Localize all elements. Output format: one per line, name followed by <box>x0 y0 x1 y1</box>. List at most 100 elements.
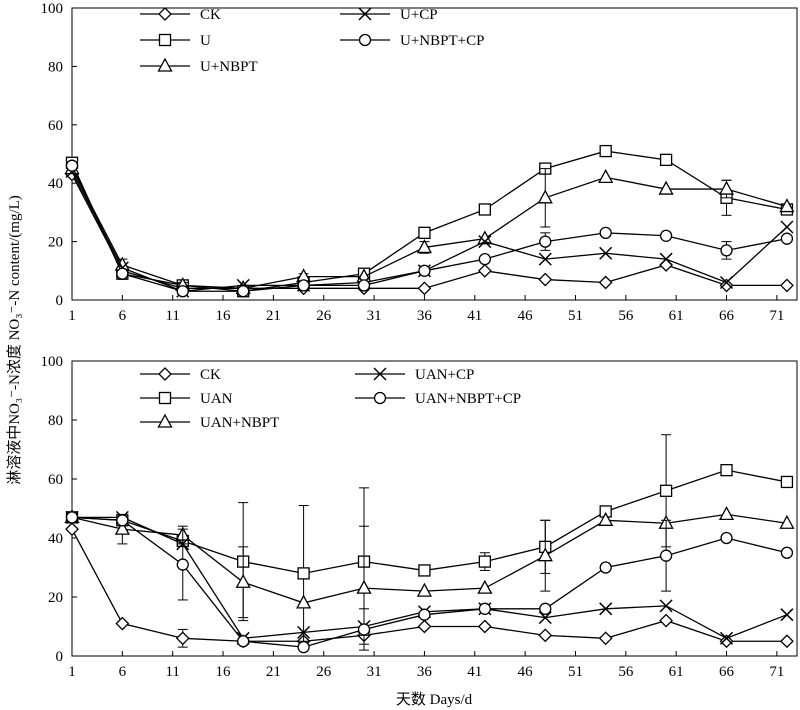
x-tick-label: 1 <box>68 664 76 680</box>
data-point <box>599 226 612 239</box>
data-point <box>659 599 673 613</box>
x-tick-label: 41 <box>467 308 482 324</box>
x-tick-label: 11 <box>165 308 179 324</box>
data-point <box>780 546 794 559</box>
legend-label: UAN+CP <box>415 367 474 383</box>
legend-label: U+CP <box>400 7 438 23</box>
x-tick-label: 16 <box>216 664 232 680</box>
data-point <box>659 252 673 266</box>
x-tick-label: 71 <box>769 664 784 680</box>
x-tick-label: 36 <box>417 664 433 680</box>
legend-label: UAN <box>200 391 233 407</box>
data-point <box>780 608 794 622</box>
x-tick-label: 36 <box>417 308 433 324</box>
data-point <box>780 278 794 293</box>
legend: CK U U+NBPT U+CP U+NBPT+CP <box>140 7 484 75</box>
data-point <box>357 279 371 292</box>
data-point <box>65 159 79 172</box>
x-tick-label: 51 <box>568 308 583 324</box>
y-tick-label: 40 <box>48 176 63 192</box>
data-point <box>719 275 734 290</box>
x-tick-label: 31 <box>367 308 382 324</box>
legend-entry: UAN+CP <box>355 367 474 383</box>
data-point <box>719 634 734 649</box>
data-point <box>718 180 735 195</box>
data-point <box>418 608 431 621</box>
data-point <box>537 189 553 204</box>
y-tick-label: 0 <box>56 293 64 309</box>
data-point <box>418 226 431 239</box>
y-tick-label: 40 <box>48 531 63 547</box>
data-point <box>357 623 371 636</box>
data-point <box>780 232 794 245</box>
legend-entry: U <box>140 33 211 49</box>
data-point <box>116 514 129 527</box>
data-point <box>114 520 130 535</box>
legend-marker <box>157 57 173 72</box>
y-tick-label: 20 <box>48 590 63 606</box>
data-point <box>658 180 674 195</box>
legend-label: CK <box>200 367 221 383</box>
data-point <box>780 475 794 489</box>
data-point <box>718 506 735 521</box>
legend-entry: U+NBPT+CP <box>340 33 484 49</box>
x-tick-label: 1 <box>68 308 76 324</box>
data-point <box>599 144 612 158</box>
data-point <box>356 579 372 594</box>
series-uan-nbpt-cp <box>65 511 794 654</box>
legend-entry: UAN+NBPT <box>140 413 279 431</box>
y-tick-label: 60 <box>48 118 63 134</box>
series-uan-nbpt <box>64 506 795 651</box>
data-point <box>477 579 493 594</box>
data-point <box>720 463 733 477</box>
data-point <box>779 514 795 529</box>
data-point <box>478 203 491 216</box>
legend-marker <box>358 33 372 47</box>
legend-label: U+NBPT <box>200 59 258 75</box>
y-tick-label: 100 <box>41 354 64 370</box>
data-point <box>297 279 310 292</box>
data-point <box>719 631 734 645</box>
data-point <box>598 511 614 526</box>
legend-label: UAN+NBPT <box>200 415 279 431</box>
plot-frame <box>71 360 798 657</box>
data-point <box>598 168 614 184</box>
data-point <box>176 285 189 298</box>
data-point <box>720 531 733 545</box>
data-point <box>599 602 613 616</box>
x-tick-label: 26 <box>316 664 332 680</box>
data-point <box>598 631 613 646</box>
legend-marker <box>358 7 372 21</box>
legend-entry: CK <box>140 367 221 383</box>
legend-marker <box>158 7 172 21</box>
data-point <box>176 558 189 571</box>
data-point <box>65 511 79 524</box>
x-tick-label: 21 <box>266 308 281 324</box>
data-point <box>659 549 673 562</box>
data-point <box>539 602 552 615</box>
x-tick-label: 71 <box>769 308 784 324</box>
x-tick-label: 11 <box>165 664 179 680</box>
data-point <box>538 272 553 287</box>
y-tick-label: 60 <box>48 472 63 488</box>
data-point <box>297 625 311 639</box>
series-uan <box>65 434 794 642</box>
data-point <box>720 244 733 257</box>
data-point <box>297 641 310 654</box>
data-point <box>237 285 250 298</box>
legend-entry: UAN+NBPT+CP <box>355 391 521 407</box>
series-line <box>71 513 788 604</box>
data-point <box>296 594 312 609</box>
data-point <box>115 616 130 631</box>
x-axis-title: 天数 Days/d <box>396 691 473 708</box>
data-point <box>477 263 492 278</box>
data-point <box>237 635 250 648</box>
data-point <box>659 613 674 628</box>
legend-entry: UAN <box>140 391 233 407</box>
x-tick-label: 46 <box>518 308 534 324</box>
data-point <box>659 153 673 166</box>
data-point <box>537 547 553 562</box>
data-point <box>538 611 552 625</box>
